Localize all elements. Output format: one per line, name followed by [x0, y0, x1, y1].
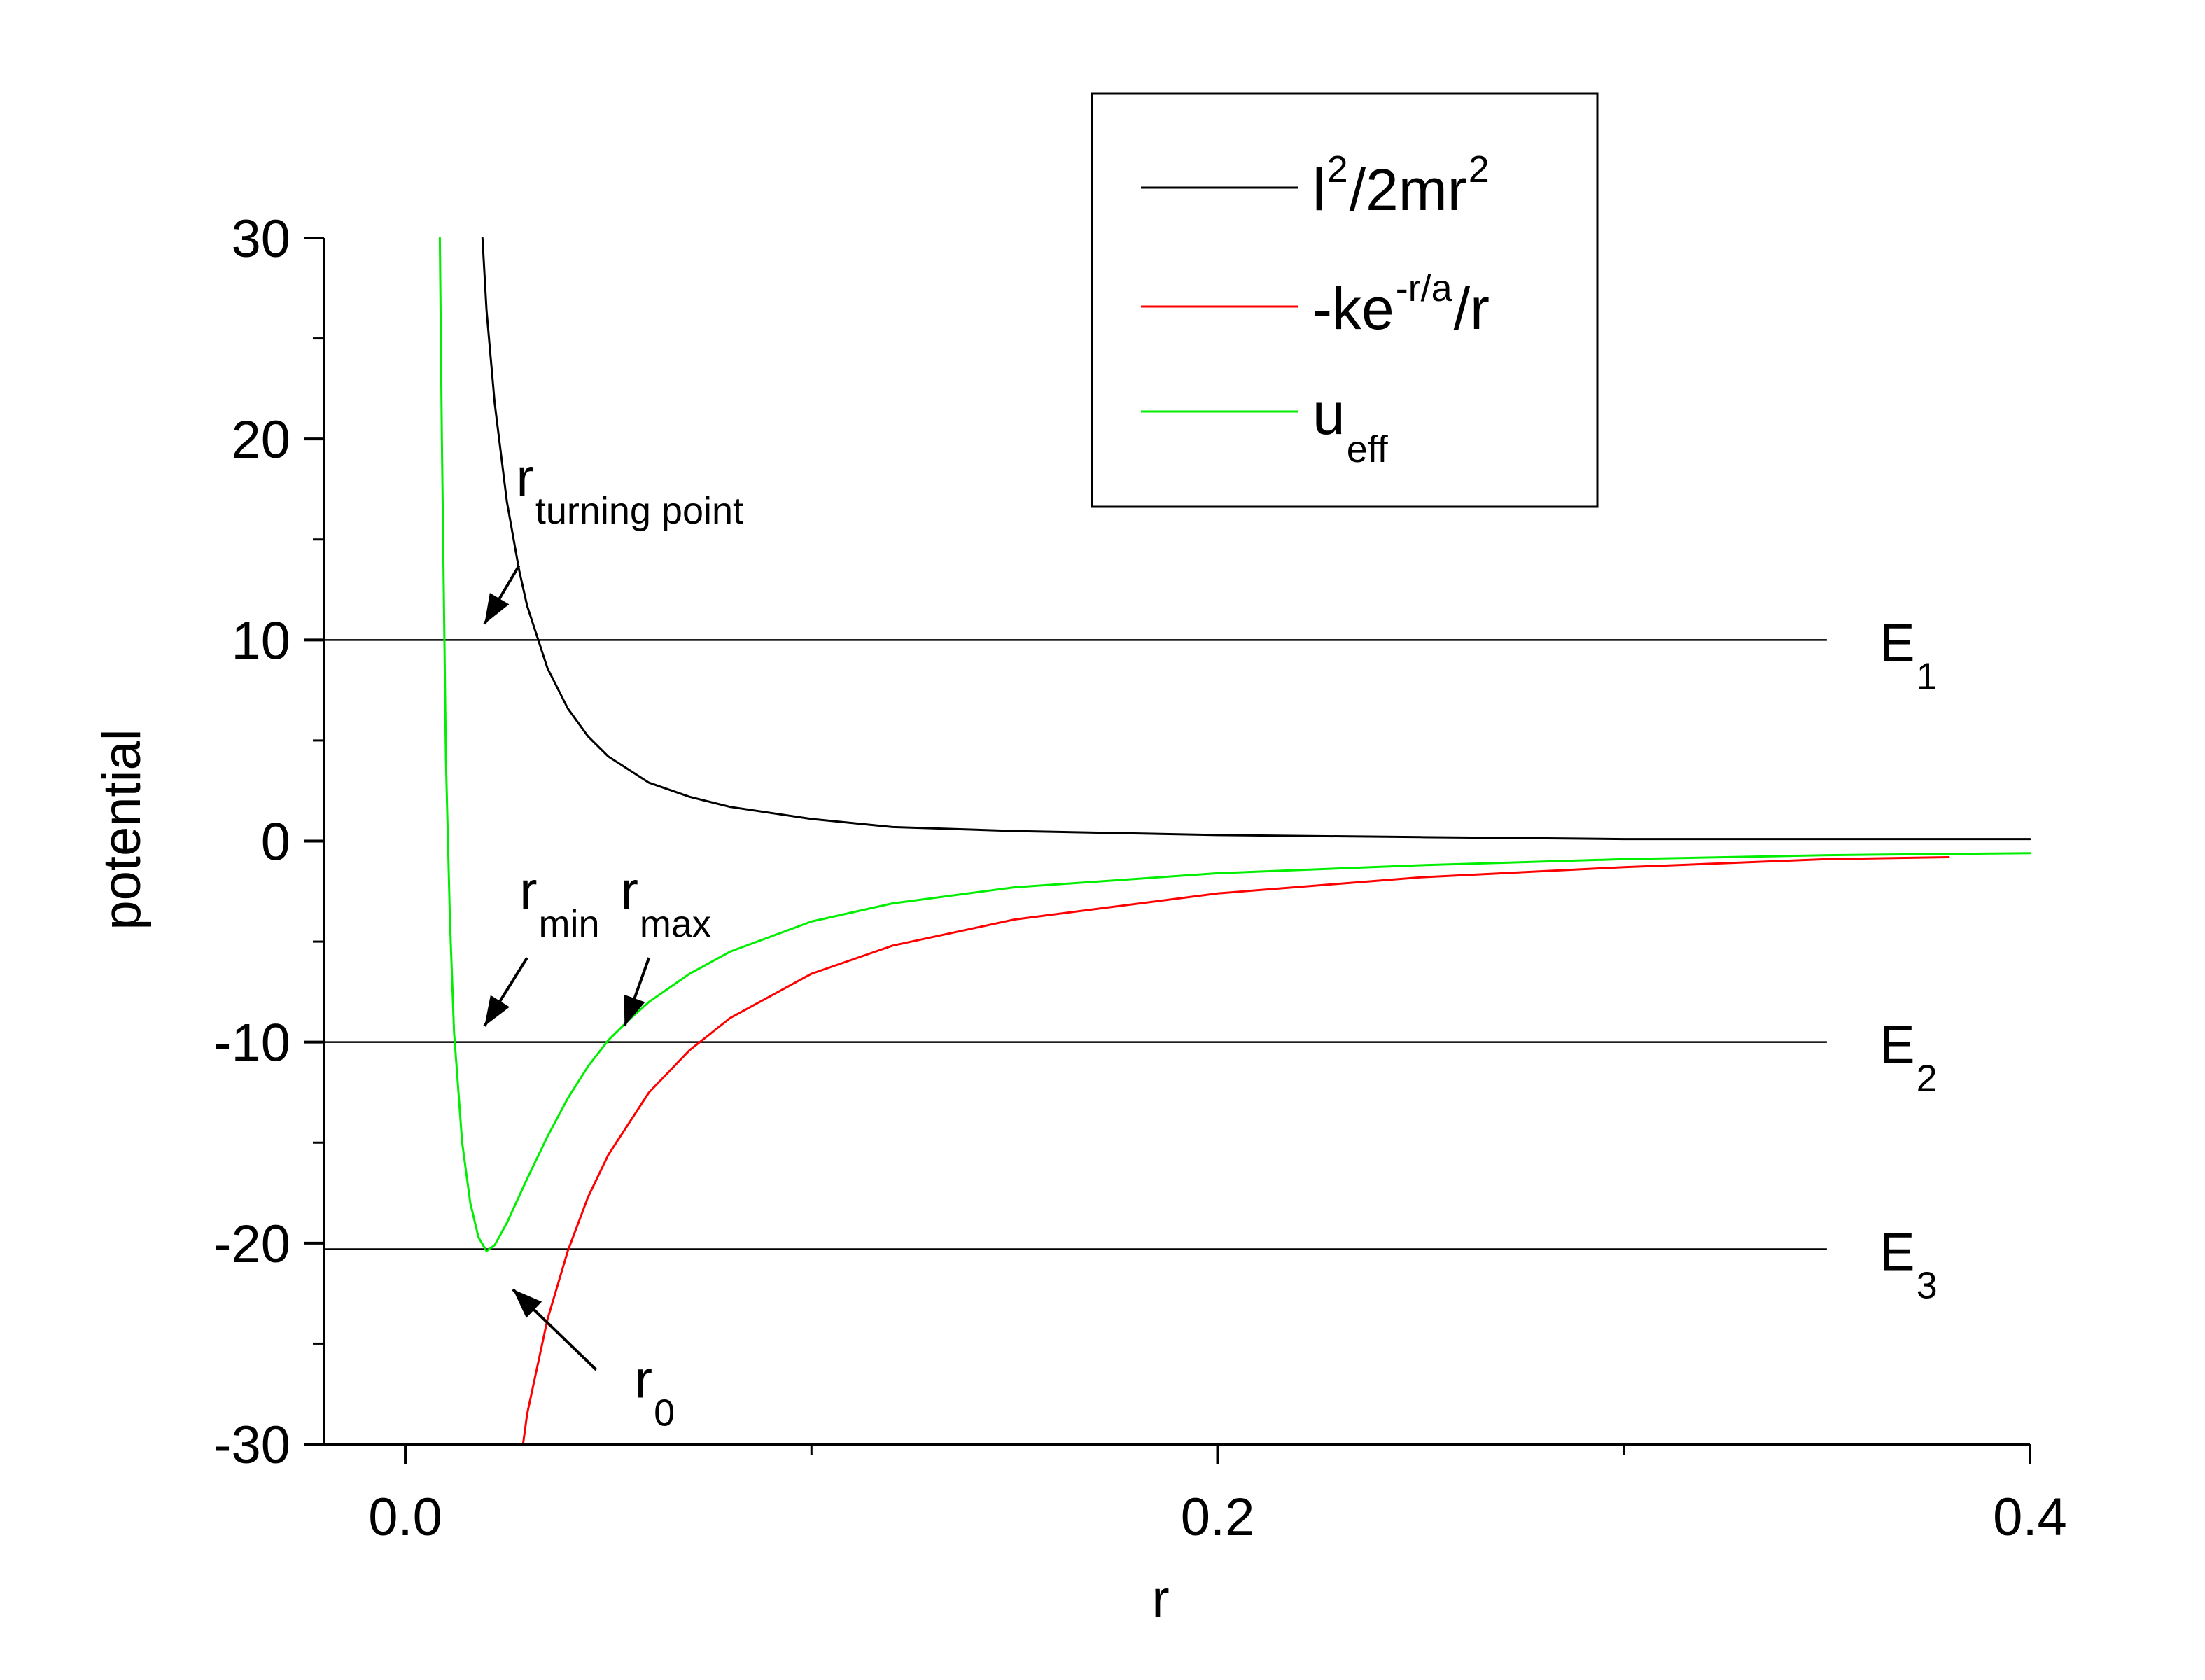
legend-label-part: /r — [1454, 276, 1490, 342]
x-axis-title: r — [1152, 1569, 1169, 1629]
legend-box — [1091, 92, 1599, 508]
energy-level-label: E2 — [1879, 1016, 1938, 1100]
energy-level-label: E3 — [1879, 1222, 1938, 1306]
energy-label-sub: 1 — [1917, 655, 1938, 697]
r-min-annotation: rmin — [519, 861, 599, 945]
y-tick-label: -30 — [214, 1415, 290, 1475]
annotation-sub: 0 — [654, 1392, 675, 1434]
legend-label-part: l — [1312, 157, 1326, 223]
energy-label-main: E — [1879, 1016, 1915, 1075]
legend-entry-yukawa: -ke-r/a/r — [1141, 267, 1490, 342]
legend-label: -ke-r/a/r — [1312, 267, 1490, 342]
yukawa-curve — [522, 856, 1950, 1446]
legend-label-sup: 2 — [1469, 148, 1490, 190]
energy-label-sub: 2 — [1917, 1058, 1938, 1100]
legend-entry-effective: ueff — [1141, 381, 1389, 470]
annotation-sub: min — [539, 903, 600, 945]
effective-potential-curve — [438, 237, 2031, 1252]
annotation-main: r — [517, 448, 534, 507]
annotation-main: r — [635, 1350, 652, 1410]
legend-label-part: u — [1312, 381, 1345, 447]
annotation-arrow-head — [484, 995, 510, 1026]
y-tick-label: 20 — [231, 410, 290, 470]
x-tick-label: 0.4 — [1993, 1488, 2067, 1547]
annotation-main: r — [519, 861, 537, 920]
energy-label-main: E — [1879, 613, 1915, 673]
r0-annotation: r0 — [635, 1350, 675, 1434]
annotation-sub: max — [640, 903, 711, 945]
annotation-sub: turning point — [536, 490, 743, 532]
energy-label-sub: 3 — [1917, 1264, 1938, 1306]
y-axis-title: potential — [92, 729, 152, 930]
turning-point-annotation: rturning point — [517, 448, 744, 532]
series-layer — [324, 237, 2031, 1446]
y-tick-label: -10 — [214, 1014, 290, 1073]
annotation-arrow-head — [484, 593, 510, 624]
legend-label: ueff — [1312, 381, 1389, 470]
y-tick-label: -20 — [214, 1214, 290, 1274]
y-tick-label: 10 — [231, 611, 290, 671]
r-max-annotation: rmax — [621, 861, 711, 945]
legend-label: l2/2mr2 — [1312, 148, 1490, 223]
energy-level-label: E1 — [1879, 613, 1938, 697]
annotation-arrow-head — [624, 994, 645, 1026]
y-tick-label: 0 — [261, 813, 290, 872]
legend-label-sup: 2 — [1327, 148, 1348, 190]
energy-label-main: E — [1879, 1222, 1915, 1282]
kinetic-curve — [481, 237, 2031, 841]
annotation-main: r — [621, 861, 638, 920]
legend-entry-kinetic: l2/2mr2 — [1141, 148, 1490, 223]
legend-label-sup: -r/a — [1396, 267, 1453, 309]
x-tick-label: 0.0 — [368, 1488, 442, 1547]
legend-label-part: /2mr — [1350, 157, 1467, 223]
legend-label-sub: eff — [1347, 428, 1389, 470]
x-tick-label: 0.2 — [1181, 1488, 1255, 1547]
annotation-arrow-head — [512, 1289, 542, 1318]
legend-label-part: -ke — [1312, 276, 1394, 342]
y-tick-label: 30 — [231, 209, 290, 269]
